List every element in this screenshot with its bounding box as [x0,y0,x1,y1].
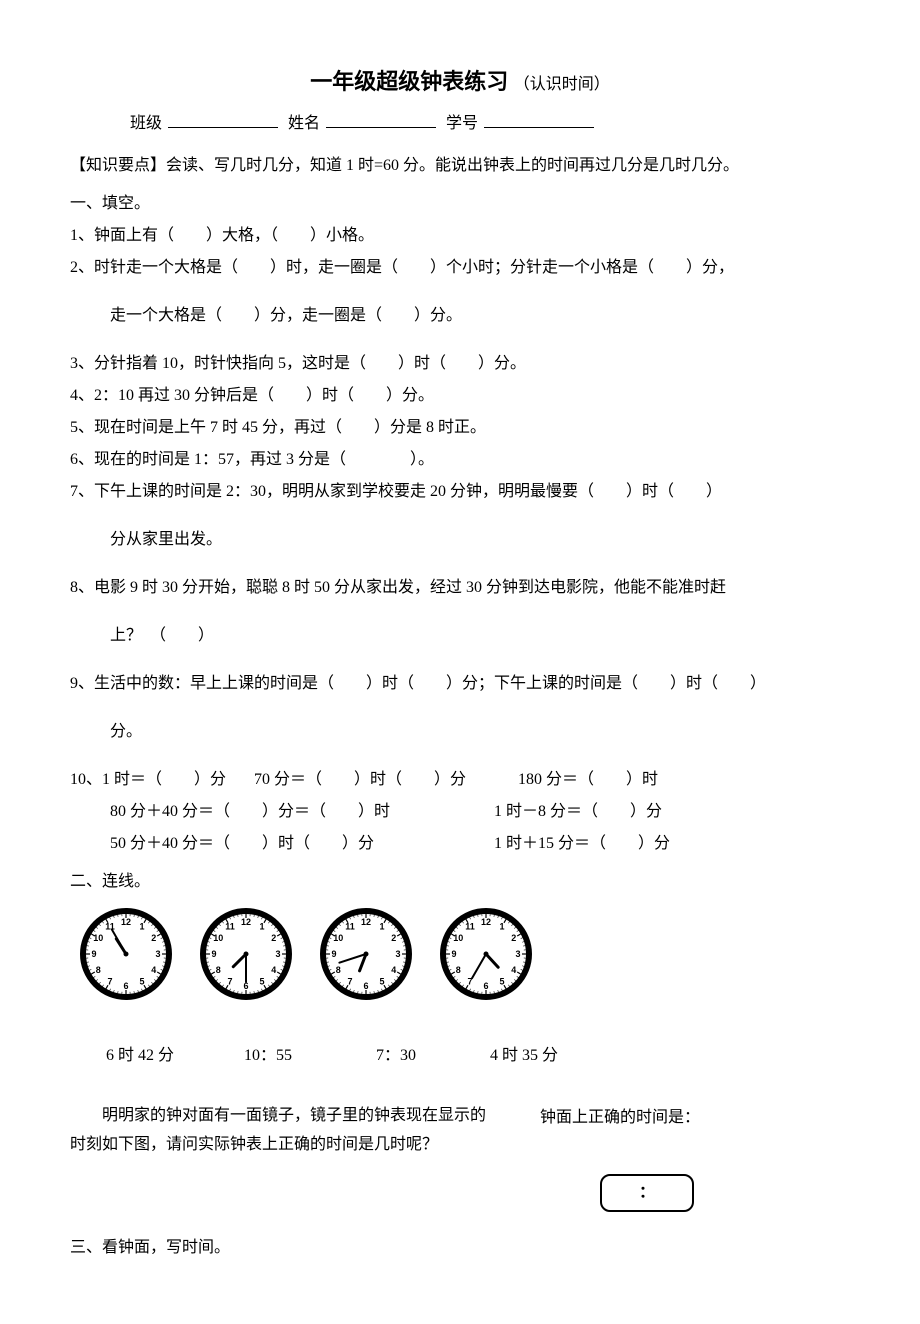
svg-text:8: 8 [96,965,101,975]
svg-text:7: 7 [227,977,232,987]
tip: 【知识要点】会读、写几时几分，知道 1 时=60 分。能说出钟表上的时间再过几分… [70,150,850,182]
q10c: 180 分＝（ ）时 [518,764,678,796]
id-blank[interactable] [484,108,594,128]
section-1: 一、填空。 [70,188,850,220]
svg-text:4: 4 [391,965,396,975]
q10a: 10、1 时＝（ ）分 [70,764,250,796]
mirror-text: 明明家的钟对面有一面镜子，镜子里的钟表现在显示的时刻如下图，请问实际钟表上正确的… [70,1102,500,1160]
svg-text:3: 3 [155,949,160,959]
name-blank[interactable] [326,108,436,128]
q8b: 上？ （ ） [70,620,850,652]
clock-3: 123456789101112 [440,908,532,1000]
svg-text:2: 2 [271,933,276,943]
svg-text:5: 5 [139,977,144,987]
clocks-row: 123456789101112 123456789101112 12345678… [70,908,850,1000]
svg-text:5: 5 [259,977,264,987]
svg-text:11: 11 [465,921,475,931]
svg-text:4: 4 [151,965,156,975]
svg-text:10: 10 [333,933,343,943]
title-sub: （认识时间） [514,76,610,93]
svg-text:3: 3 [275,949,280,959]
svg-text:1: 1 [139,921,144,931]
q4: 4、2：10 再过 30 分钟后是（ ）时（ ）分。 [70,380,850,412]
svg-text:3: 3 [515,949,520,959]
section-2: 二、连线。 [70,866,850,898]
svg-text:2: 2 [151,933,156,943]
svg-text:2: 2 [391,933,396,943]
clock-1: 123456789101112 [200,908,292,1000]
svg-text:8: 8 [456,965,461,975]
q10b: 70 分＝（ ）时（ ）分 [254,764,514,796]
mirror-right-label: 钟面上正确的时间是： [540,1102,850,1134]
info-line: 班级 姓名 学号 [70,108,850,140]
svg-text:8: 8 [336,965,341,975]
svg-text:6: 6 [483,981,488,991]
class-blank[interactable] [168,108,278,128]
time-label-1: 10：55 [218,1040,318,1072]
svg-text:11: 11 [105,921,115,931]
class-label: 班级 [130,115,162,132]
svg-text:10: 10 [93,933,103,943]
q8: 8、电影 9 时 30 分开始，聪聪 8 时 50 分从家出发，经过 30 分钟… [70,572,850,604]
svg-text:4: 4 [271,965,276,975]
svg-text:7: 7 [347,977,352,987]
svg-text:12: 12 [121,917,131,927]
times-row: 6 时 42 分 10：55 7：30 4 时 35 分 [70,1040,850,1072]
svg-text:12: 12 [481,917,491,927]
name-label: 姓名 [288,115,320,132]
title-main: 一年级超级钟表练习 [310,69,508,94]
time-label-0: 6 时 42 分 [90,1040,190,1072]
svg-text:4: 4 [511,965,516,975]
svg-text:1: 1 [499,921,504,931]
q9: 9、生活中的数：早上上课的时间是（ ）时（ ）分；下午上课的时间是（ ）时（ ） [70,668,850,700]
svg-text:1: 1 [259,921,264,931]
q9b: 分。 [70,716,850,748]
time-label-3: 4 时 35 分 [474,1040,574,1072]
svg-text:6: 6 [123,981,128,991]
svg-text:12: 12 [241,917,251,927]
clock-0: 123456789101112 [80,908,172,1000]
svg-text:6: 6 [363,981,368,991]
svg-text:2: 2 [511,933,516,943]
q6: 6、现在的时间是 1：57，再过 3 分是（ ）。 [70,444,850,476]
time-label-2: 7：30 [346,1040,446,1072]
q1: 1、钟面上有（ ）大格，（ ）小格。 [70,220,850,252]
svg-text:9: 9 [91,949,96,959]
q10g: 1 时＋15 分＝（ ）分 [494,828,754,860]
id-label: 学号 [446,115,478,132]
svg-text:11: 11 [225,921,235,931]
svg-text:11: 11 [345,921,355,931]
svg-text:1: 1 [379,921,384,931]
clock-2: 123456789101112 [320,908,412,1000]
svg-text:8: 8 [216,965,221,975]
svg-text:10: 10 [213,933,223,943]
answer-box[interactable]: ： [600,1174,694,1212]
q3: 3、分针指着 10，时针快指向 5，这时是（ ）时（ ）分。 [70,348,850,380]
svg-text:5: 5 [499,977,504,987]
q10: 10、1 时＝（ ）分 70 分＝（ ）时（ ）分 180 分＝（ ）时 80 … [70,764,850,860]
q10e: 1 时－8 分＝（ ）分 [494,796,754,828]
q2: 2、时针走一个大格是（ ）时，走一圈是（ ）个小时；分针走一个小格是（ ）分， [70,252,850,284]
svg-text:9: 9 [451,949,456,959]
svg-text:9: 9 [211,949,216,959]
mirror-question: 明明家的钟对面有一面镜子，镜子里的钟表现在显示的时刻如下图，请问实际钟表上正确的… [70,1102,850,1212]
svg-text:5: 5 [379,977,384,987]
svg-text:12: 12 [361,917,371,927]
q10f: 50 分＋40 分＝（ ）时（ ）分 [110,828,490,860]
q7: 7、下午上课的时间是 2：30，明明从家到学校要走 20 分钟，明明最慢要（ ）… [70,476,850,508]
svg-text:9: 9 [331,949,336,959]
q7b: 分从家里出发。 [70,524,850,556]
q5: 5、现在时间是上午 7 时 45 分，再过（ ）分是 8 时正。 [70,412,850,444]
svg-text:10: 10 [453,933,463,943]
svg-text:7: 7 [107,977,112,987]
q2b: 走一个大格是（ ）分，走一圈是（ ）分。 [70,300,850,332]
q10d: 80 分＋40 分＝（ ）分＝（ ）时 [110,796,490,828]
svg-text:3: 3 [395,949,400,959]
section-3: 三、看钟面，写时间。 [70,1232,850,1264]
